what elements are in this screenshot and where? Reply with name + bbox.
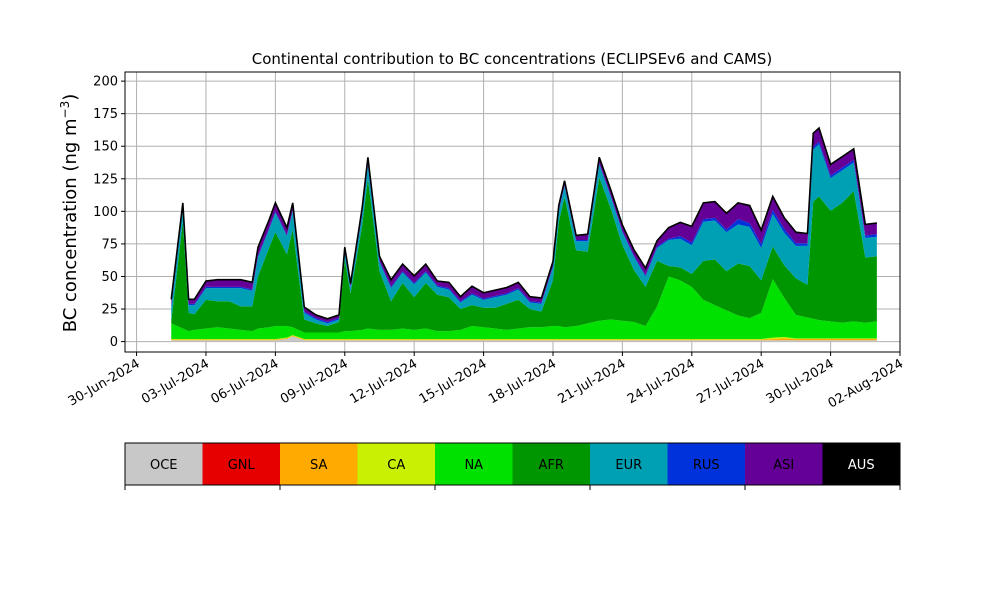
area-oce — [171, 336, 877, 342]
y-tick-label: 150 — [93, 140, 118, 155]
legend-swatch-afr — [512, 443, 590, 485]
chart-title: Continental contribution to BC concentra… — [252, 50, 773, 68]
legend-swatch-gnl — [202, 443, 280, 485]
y-tick-label: 0 — [110, 335, 118, 350]
y-tick-label: 100 — [93, 205, 118, 220]
legend-swatch-asi — [745, 443, 823, 485]
y-axis-label: BC concentration (ng m−3) — [58, 94, 81, 333]
y-axis-label-main: BC concentration (ng m — [60, 118, 81, 332]
y-tick-label: 50 — [101, 270, 118, 285]
plot-frame — [124, 71, 901, 353]
y-tick-label: 200 — [93, 75, 118, 90]
legend-label-asi: ASI — [773, 458, 794, 473]
legend-label-aus: AUS — [848, 458, 875, 473]
legend-label-na: NA — [464, 458, 483, 473]
y-axis-label-exponent: −3 — [58, 101, 72, 119]
area-ca — [171, 335, 877, 340]
y-tick-label: 25 — [101, 303, 118, 318]
area-afr — [171, 177, 877, 333]
legend-swatch-eur — [590, 443, 668, 485]
area-eur — [171, 144, 877, 326]
legend-swatch-oce — [125, 443, 203, 485]
y-tick-label: 175 — [93, 107, 118, 122]
legend-colorbar: OCE GNL SA CA NA AFR EUR RUS ASI AUS — [124, 442, 901, 490]
legend-swatch-rus — [667, 443, 745, 485]
legend-label-ca: CA — [387, 458, 405, 473]
total-outline — [170, 126, 877, 320]
legend-label-sa: SA — [310, 458, 327, 473]
legend-label-afr: AFR — [539, 458, 564, 473]
legend-swatch-na — [435, 443, 513, 485]
area-sa — [171, 335, 877, 341]
legend-label-rus: RUS — [693, 458, 720, 473]
y-tick-label: 75 — [101, 237, 118, 252]
legend-swatch-aus — [822, 443, 900, 485]
legend-label-eur: EUR — [615, 458, 642, 473]
legend-swatch-sa — [280, 443, 358, 485]
legend-frame — [124, 442, 901, 486]
legend-label-oce: OCE — [150, 458, 178, 473]
y-tick-label: 125 — [93, 172, 118, 187]
legend-swatch-ca — [357, 443, 435, 485]
area-na — [171, 276, 877, 339]
legend-label-gnl: GNL — [228, 458, 256, 473]
y-axis: 0 25 50 75 100 125 150 175 200 — [93, 75, 125, 350]
y-axis-label-close: ) — [60, 94, 81, 101]
stacked-areas — [171, 128, 877, 342]
